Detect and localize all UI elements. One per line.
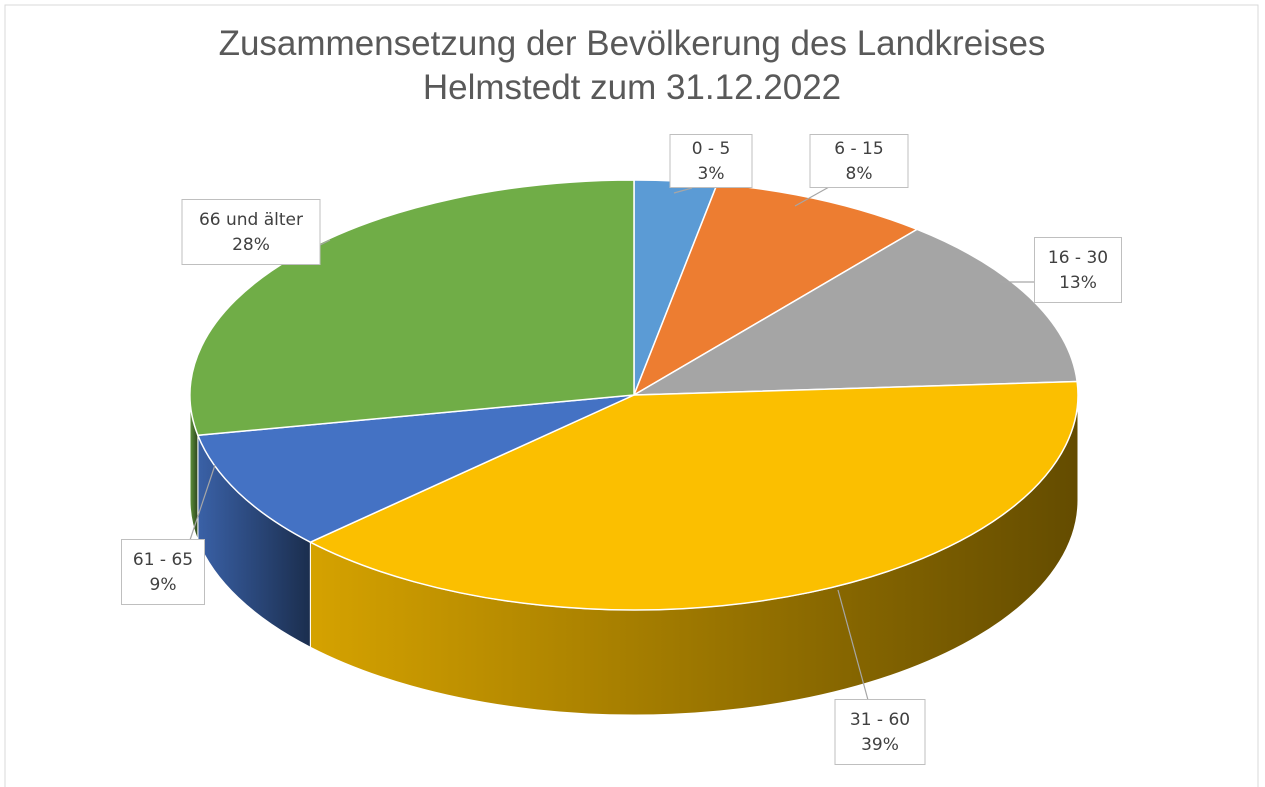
data-label-value: 9%	[150, 575, 177, 595]
slice	[633, 228, 1078, 396]
data-label-category: 16 - 30	[1048, 248, 1108, 268]
data-label-value: 13%	[1059, 273, 1097, 293]
leader-line	[189, 464, 216, 541]
data-label-box	[809, 134, 909, 188]
data-label-box	[121, 539, 205, 605]
data-label-category: 61 - 65	[133, 550, 193, 570]
chart-title: Zusammensetzung der Bevölkerung des Land…	[218, 24, 1046, 107]
data-label-category: 31 - 60	[850, 710, 910, 730]
data-label-category: 66 und älter	[199, 210, 303, 230]
data-label-category: 6 - 15	[834, 139, 883, 159]
chart-border	[4, 4, 1259, 787]
leader-line	[837, 589, 869, 701]
data-label-value: 39%	[861, 735, 899, 755]
data-label-box	[1034, 237, 1122, 303]
data-label-box	[834, 699, 926, 765]
slice	[196, 394, 635, 544]
data-label-box	[181, 199, 321, 265]
leader-line	[673, 187, 693, 194]
data-label-category: 0 - 5	[692, 139, 731, 159]
data-label-value: 8%	[846, 164, 873, 184]
data-label-box	[669, 134, 753, 188]
data-label-value: 3%	[698, 164, 725, 184]
slice	[308, 380, 1079, 611]
leader-line	[319, 239, 331, 246]
data-label-value: 28%	[232, 235, 270, 255]
